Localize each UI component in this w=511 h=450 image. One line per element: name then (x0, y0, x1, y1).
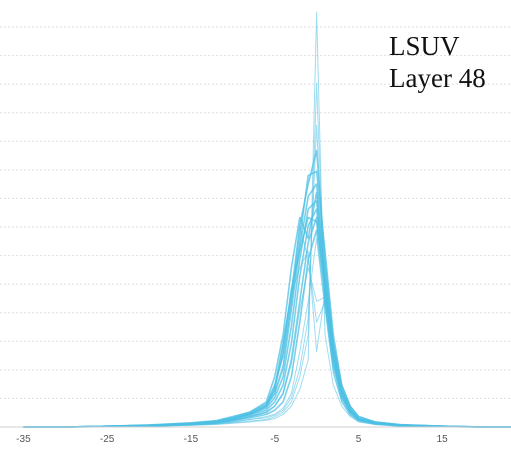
series-line (23, 199, 511, 428)
x-tick-label: 5 (356, 434, 362, 445)
x-tick-label: -5 (270, 434, 279, 445)
x-tick-label: -35 (16, 434, 31, 445)
x-axis: -35-25-15-551525 (0, 426, 511, 445)
x-tick-label: 15 (437, 434, 449, 445)
series-line (23, 149, 511, 428)
x-tick-label: -25 (100, 434, 115, 445)
series-line (23, 183, 511, 428)
chart-title-line-2: Layer 48 (389, 63, 486, 93)
series-line (23, 250, 511, 428)
series-line (23, 208, 511, 428)
series-line (23, 11, 511, 428)
series-line (23, 267, 511, 428)
series-line (23, 124, 511, 428)
gridlines (0, 26, 511, 399)
chart-title-line-1: LSUV (389, 31, 460, 61)
series-line (23, 216, 511, 428)
series-lines (23, 11, 511, 428)
x-tick-label: -15 (184, 434, 199, 445)
series-line (23, 216, 511, 428)
series-line (23, 170, 511, 428)
series-line (23, 191, 511, 428)
